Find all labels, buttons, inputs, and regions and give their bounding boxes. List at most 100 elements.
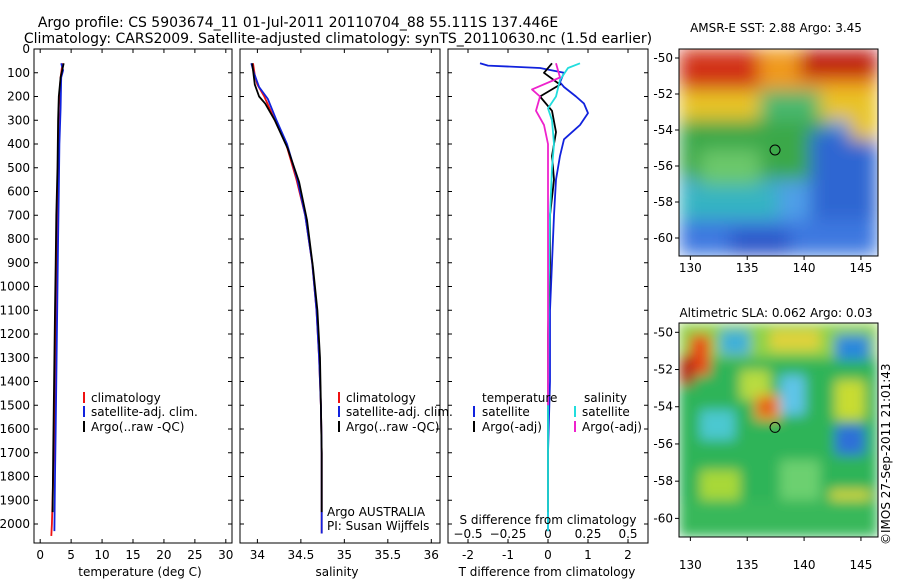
y-tick-label: 1200 <box>0 327 30 341</box>
x-tick-label: 15 <box>125 548 140 562</box>
map-y-tick-label: -60 <box>653 231 673 245</box>
float-pi-label: PI: Susan Wijffels <box>327 519 429 533</box>
map-y-tick-label: -52 <box>653 87 673 101</box>
series-line-satellite <box>250 63 323 534</box>
y-tick-label: 1900 <box>0 493 30 507</box>
x-tick-label: 0 <box>544 548 552 562</box>
secondary-tick-label: −0.25 <box>490 527 527 541</box>
series-line-t-satellite <box>479 62 589 532</box>
x-tick-label: -1 <box>502 548 514 562</box>
map-y-tick-label: -54 <box>653 123 673 137</box>
sla-map-frame <box>678 322 879 538</box>
x-tick-label: 5 <box>67 548 75 562</box>
y-tick-label: 1700 <box>0 446 30 460</box>
x-tick-label: 30 <box>218 548 233 562</box>
map-y-tick-label: -52 <box>653 363 673 377</box>
y-tick-label: 100 <box>7 66 30 80</box>
map-x-tick-label: 140 <box>793 558 816 572</box>
map-y-tick-label: -58 <box>653 195 673 209</box>
y-tick-label: 700 <box>7 208 30 222</box>
salinity-xlabel: salinity <box>315 565 358 579</box>
secondary-tick-label: 0 <box>544 527 552 541</box>
x-tick-label: 36 <box>424 548 439 562</box>
y-tick-label: 1300 <box>0 351 30 365</box>
sla-map-field <box>679 323 878 537</box>
figure-title-line2: Climatology: CARS2009. Satellite-adjuste… <box>24 31 652 47</box>
sla-map-axes: 130 135 140 145 -50 -52 -54 -56 -58 -60 <box>653 325 872 572</box>
x-tick-label: 25 <box>187 548 202 562</box>
legend-label-s-argo: Argo(-adj) <box>582 420 642 434</box>
sst-map-field <box>679 49 878 256</box>
y-tick-label: 500 <box>7 161 30 175</box>
map-y-tick-label: -60 <box>653 511 673 525</box>
map-x-tick-label: 135 <box>736 558 759 572</box>
secondary-tick-label: −0.5 <box>453 527 482 541</box>
x-tick-label: 34.5 <box>288 548 315 562</box>
x-tick-label: 10 <box>94 548 109 562</box>
map-x-tick-label: 145 <box>849 261 872 275</box>
y-tick-label: 900 <box>7 256 30 270</box>
map-y-tick-label: -56 <box>653 159 673 173</box>
difference-lines <box>479 62 589 532</box>
temperature-panel-frame <box>33 48 233 544</box>
map-x-tick-label: 130 <box>679 261 702 275</box>
series-line-s-argo <box>531 63 561 406</box>
legend-label-satellite: satellite-adj. clim. <box>346 405 453 419</box>
series-line-t-argo <box>539 62 561 513</box>
difference-legend: temperature salinity satellite Argo(-adj… <box>473 391 642 434</box>
sst-map-title: AMSR-E SST: 2.88 Argo: 3.45 <box>690 21 862 35</box>
x-tick-label: -2 <box>462 548 474 562</box>
map-x-tick-label: 135 <box>736 261 759 275</box>
x-tick-label: 0 <box>36 548 44 562</box>
salinity-lines <box>250 63 323 534</box>
temperature-legend: climatology satellite-adj. clim. Argo(..… <box>83 391 198 434</box>
y-tick-label: 1100 <box>0 303 30 317</box>
secondary-tick-label: 0.5 <box>618 527 637 541</box>
sla-argo-position-marker <box>769 421 781 433</box>
legend-label-t-argo: Argo(-adj) <box>482 420 542 434</box>
legend-label-t-satellite: satellite <box>482 405 530 419</box>
y-tick-label: 600 <box>7 185 30 199</box>
y-tick-label: 0 <box>22 42 30 56</box>
map-y-tick-label: -50 <box>653 51 673 65</box>
series-line-argo <box>51 63 65 513</box>
map-x-tick-label: 140 <box>793 261 816 275</box>
y-tick-label: 1800 <box>0 470 30 484</box>
y-tick-label: 1600 <box>0 422 30 436</box>
y-tick-label: 200 <box>7 90 30 104</box>
map-y-tick-label: -50 <box>653 325 673 339</box>
y-tick-label: 400 <box>7 137 30 151</box>
figure-title-line1: Argo profile: CS 5903674_11 01-Jul-2011 … <box>38 15 558 31</box>
secondary-tick-label: 0.25 <box>575 527 602 541</box>
x-tick-label: 35.5 <box>374 548 401 562</box>
salinity-axes: 34 34.5 35 35.5 36 <box>240 48 440 562</box>
legend-label-argo: Argo(..raw -QC) <box>91 420 184 434</box>
temperature-lines <box>50 63 65 536</box>
y-tick-label: 800 <box>7 232 30 246</box>
float-program-label: Argo AUSTRALIA <box>327 505 426 519</box>
y-tick-label: 1500 <box>0 398 30 412</box>
difference-top-label: S difference from climatology <box>460 513 637 527</box>
series-line-climatology <box>252 63 323 534</box>
sst-map-frame <box>678 48 879 257</box>
diff-legend-salinity-header: salinity <box>584 391 627 405</box>
legend-label-climatology: climatology <box>346 391 416 405</box>
difference-xlabel: T difference from climatology <box>458 565 636 579</box>
sla-map-title: Altimetric SLA: 0.062 Argo: 0.03 <box>679 306 872 320</box>
map-y-tick-label: -56 <box>653 437 673 451</box>
salinity-panel-frame <box>239 48 441 544</box>
legend-label-climatology: climatology <box>91 391 161 405</box>
x-tick-label: 34 <box>250 548 265 562</box>
x-tick-label: 2 <box>624 548 632 562</box>
legend-label-satellite: satellite-adj. clim. <box>91 405 198 419</box>
y-tick-label: 1000 <box>0 280 30 294</box>
legend-label-s-satellite: satellite <box>582 405 630 419</box>
y-tick-label: 1400 <box>0 375 30 389</box>
x-tick-label: 20 <box>156 548 171 562</box>
diff-legend-temperature-header: temperature <box>482 391 557 405</box>
temperature-xlabel: temperature (deg C) <box>78 565 201 579</box>
legend-label-argo: Argo(..raw -QC) <box>346 420 439 434</box>
map-y-tick-label: -54 <box>653 400 673 414</box>
